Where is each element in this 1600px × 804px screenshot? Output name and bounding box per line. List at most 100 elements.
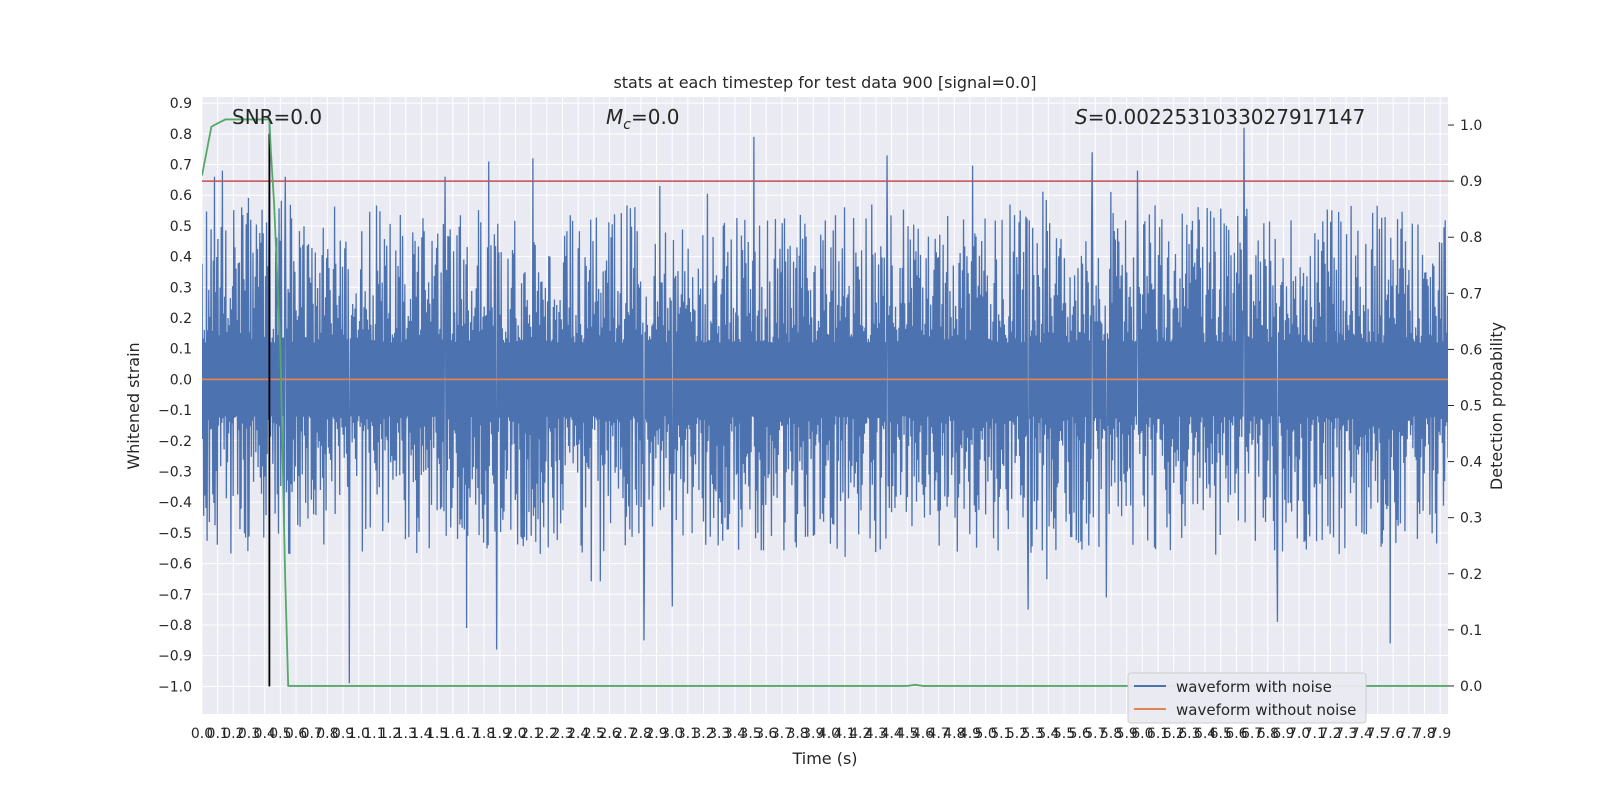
x-tick-label: 1.8 — [473, 726, 495, 742]
chirp-mass-annotation: Mc=0.0 — [606, 105, 680, 133]
s-value: =0.002253103302791714​7 — [1088, 105, 1366, 129]
x-tick-label: 5.5 — [1053, 726, 1075, 742]
x-tick-label: 7.1 — [1304, 726, 1326, 742]
chirp-mass-value: =0.0 — [631, 105, 680, 129]
x-tick-label: 1.4 — [410, 726, 432, 742]
x-tick-label: 6.1 — [1147, 726, 1169, 742]
x-tick-label: 0.0 — [191, 726, 213, 742]
x-tick-label: 1.9 — [489, 726, 511, 742]
legend: waveform with noise waveform without noi… — [1127, 672, 1367, 724]
x-tick-label: 1.6 — [442, 726, 464, 742]
x-tick-label: 1.2 — [379, 726, 401, 742]
x-tick-label: 2.1 — [520, 726, 542, 742]
chirp-mass-subscript: c — [623, 117, 631, 133]
x-tick-label: 3.3 — [708, 726, 730, 742]
y-tick-label: −0.7 — [158, 587, 192, 603]
x-tick-label: 2.5 — [583, 726, 605, 742]
x-tick-label: 1.0 — [348, 726, 370, 742]
y-tick-label: 0.1 — [170, 342, 192, 358]
x-tick-label: 5.3 — [1022, 726, 1044, 742]
y2-tick-label: 0.7 — [1460, 286, 1482, 302]
s-annotation: S=0.002253103302791714​7 — [1075, 105, 1365, 129]
x-tick-label: 6.0 — [1131, 726, 1153, 742]
y-tick-label: 0.2 — [170, 311, 192, 327]
y2-tick-label: 0.8 — [1460, 230, 1482, 246]
y2-tick-label: 0.6 — [1460, 342, 1482, 358]
y-tick-label: 0.3 — [170, 280, 192, 296]
x-tick-label: 4.6 — [912, 726, 934, 742]
x-tick-label: 4.2 — [849, 726, 871, 742]
x-tick-label: 0.4 — [254, 726, 276, 742]
x-axis-label: Time (s) — [791, 749, 857, 768]
x-tick-label: 6.6 — [1225, 726, 1247, 742]
y-tick-label: 0.4 — [170, 250, 192, 266]
legend-box — [1127, 672, 1367, 724]
y2-tick-label: 0.4 — [1460, 455, 1482, 471]
x-tick-label: 7.3 — [1335, 726, 1357, 742]
s-symbol: S — [1075, 105, 1088, 129]
x-tick-label: 4.3 — [865, 726, 887, 742]
x-tick-label: 7.2 — [1319, 726, 1341, 742]
x-tick-label: 1.3 — [395, 726, 417, 742]
x-tick-label: 3.4 — [724, 726, 746, 742]
x-tick-label: 6.5 — [1210, 726, 1232, 742]
y-tick-label: −1.0 — [158, 679, 192, 695]
x-tick-label: 0.6 — [285, 726, 307, 742]
y-tick-label: 0.0 — [170, 372, 192, 388]
y-tick-label: −0.6 — [158, 557, 192, 573]
y-tick-label: 0.7 — [170, 158, 192, 174]
y2-tick-label: 0.1 — [1460, 623, 1482, 639]
x-tick-label: 3.9 — [802, 726, 824, 742]
x-tick-label: 1.7 — [457, 726, 479, 742]
x-tick-label: 1.1 — [363, 726, 385, 742]
x-tick-label: 4.5 — [896, 726, 918, 742]
y-tick-label: 0.6 — [170, 188, 192, 204]
x-tick-label: 6.9 — [1272, 726, 1294, 742]
y-tick-label: 0.5 — [170, 219, 192, 235]
y2-tick-label: 1.0 — [1460, 118, 1482, 134]
x-tick-label: 3.1 — [677, 726, 699, 742]
x-tick-label: 2.7 — [614, 726, 636, 742]
legend-label-waveform-without-noise: waveform without noise — [1176, 701, 1356, 719]
y-tick-label: −0.5 — [158, 526, 192, 542]
x-tick-label: 2.0 — [504, 726, 526, 742]
x-tick-label: 3.2 — [692, 726, 714, 742]
x-tick-label: 2.9 — [645, 726, 667, 742]
x-tick-label: 3.6 — [755, 726, 777, 742]
y2-tick-label: 0.9 — [1460, 174, 1482, 190]
x-tick-label: 6.2 — [1163, 726, 1185, 742]
x-tick-label: 6.8 — [1257, 726, 1279, 742]
series-detection-probability — [202, 118, 1448, 687]
x-tick-label: 4.7 — [927, 726, 949, 742]
x-tick-label: 3.5 — [739, 726, 761, 742]
x-tick-label: 0.7 — [301, 726, 323, 742]
x-tick-label: 4.4 — [880, 726, 902, 742]
x-tick-label: 0.2 — [222, 726, 244, 742]
y-tick-label: −0.3 — [158, 464, 192, 480]
y2-tick-label: 0.5 — [1460, 399, 1482, 415]
y-tick-label: −0.9 — [158, 649, 192, 665]
y-tick-label: −0.4 — [158, 495, 192, 511]
y-tick-label: 0.9 — [170, 96, 192, 112]
x-tick-label: 5.0 — [975, 726, 997, 742]
x-tick-label: 0.9 — [332, 726, 354, 742]
x-tick-label: 5.2 — [1006, 726, 1028, 742]
x-tick-label: 2.2 — [536, 726, 558, 742]
y2-tick-label: 0.2 — [1460, 567, 1482, 583]
x-tick-label: 2.3 — [551, 726, 573, 742]
x-tick-label: 4.1 — [833, 726, 855, 742]
x-tick-label: 5.6 — [1069, 726, 1091, 742]
x-tick-label: 0.5 — [269, 726, 291, 742]
x-tick-label: 5.9 — [1116, 726, 1138, 742]
x-tick-label: 0.3 — [238, 726, 260, 742]
x-tick-label: 6.4 — [1194, 726, 1216, 742]
x-tick-label: 7.7 — [1398, 726, 1420, 742]
x-tick-label: 7.8 — [1413, 726, 1435, 742]
x-tick-label: 5.4 — [1037, 726, 1059, 742]
x-tick-label: 5.7 — [1084, 726, 1106, 742]
y-axis-label: Whitened strain — [124, 342, 143, 469]
x-tick-label: 6.7 — [1241, 726, 1263, 742]
x-tick-label: 5.8 — [1100, 726, 1122, 742]
x-tick-label: 4.8 — [943, 726, 965, 742]
